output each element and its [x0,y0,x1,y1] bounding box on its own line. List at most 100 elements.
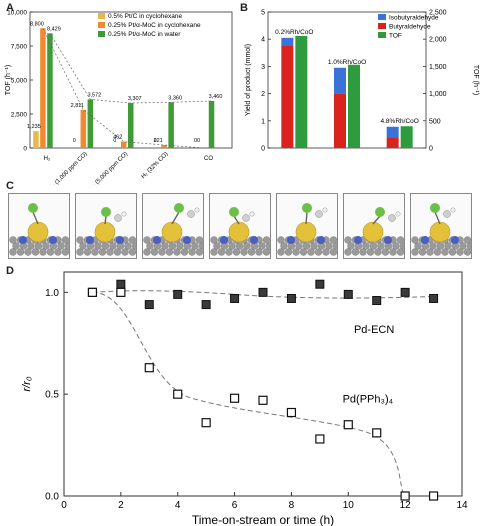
chart-b-yield-bars: 0 1 2 3 4 5 0 500 1,000 1,500 2,000 2,500 Yield of p… [245,10,479,153]
bar [33,131,39,148]
surface-atom [307,248,315,256]
surface-atom [46,248,55,256]
panel-label-a: A [6,2,14,14]
surface-atom [389,248,397,256]
x-tick-label: 8 [289,500,295,511]
surface-atom [310,242,318,250]
surface-atom [466,242,471,250]
surface-atom [161,242,169,250]
y-tick-label: 7,500 [11,44,28,51]
ligand-atom [174,203,184,213]
surface-atom [113,248,122,256]
data-label: 462 [113,135,122,141]
plot-frame [267,11,427,149]
point-pd-ecn [173,289,183,299]
bar [40,28,46,148]
surface-atom [392,242,400,250]
legend-label: Butyraldehyde [389,24,431,31]
nitrogen-atom [421,236,429,244]
chart-d-stability-scatter: 0 2 4 6 8 10 12 14 0.0 0.5 1.0 Time-on-stream or ti… [21,271,468,526]
legend-label: TOF [389,33,402,40]
surface-atom [131,242,136,250]
surface-atom [9,236,17,244]
surface-atom [459,242,467,250]
bar-butyraldehyde [386,137,399,148]
hydrogen-atom [322,207,328,213]
surface-atom [399,242,404,250]
structure-frame [209,193,271,259]
point-pd-ecn [400,287,410,297]
surface-atom [91,248,99,256]
point-pd-ecn [144,300,154,310]
surface-atom [325,242,333,250]
point-pd-pph3 [87,287,98,297]
structure-frame [8,193,70,259]
legend-swatch [98,22,105,28]
data-label: 0 [194,138,197,144]
surface-atom [429,242,437,250]
surface-atom [374,248,382,256]
category-label: 0.2%Rh/CoO [275,29,313,36]
y-tick-label: 2 [261,91,265,98]
structure-image [76,207,136,256]
carbon-atom [315,210,323,218]
surface-atom [426,248,434,256]
structure-image [143,203,203,256]
surface-atom [463,236,471,244]
x-tick-label: 6 [232,500,238,511]
surface-atom [377,242,385,250]
bar-butyraldehyde [281,46,294,148]
plot-frame [63,271,463,497]
data-label: 0 [113,138,116,144]
trend-line [49,33,212,104]
surface-atom [109,242,117,250]
point-pd-ecn [429,293,439,303]
point-pd-ecn [116,279,126,289]
bond [171,211,180,225]
y-tick-label: 3 [261,64,265,71]
structure-frame [276,193,338,259]
point-pd-ecn [286,293,296,303]
point-pd-ecn [372,296,382,306]
bar-isobutyraldehyde [386,126,399,138]
structure-frame [343,193,405,259]
legend-label: 0.5% Pt/C in cyclohexane [108,13,182,20]
surface-atom [12,242,20,250]
bar [47,33,53,148]
surface-atom [329,248,337,256]
data-label: 221 [154,138,163,144]
legend-swatch [378,32,386,38]
surface-atom [448,248,457,256]
surface-atom [61,248,69,256]
surface-atom [143,236,151,244]
x-tick-label: CO [204,156,213,162]
ligand-atom [229,207,239,217]
surface-atom [173,248,181,256]
panel-label-c: C [6,180,14,192]
x-tick-label: 4 [175,500,181,511]
point-pd-ecn [258,287,268,297]
surface-atom [9,248,17,256]
point-pd-pph3 [315,434,325,444]
surface-atom [191,242,199,250]
bar-butyraldehyde [334,93,346,148]
point-pd-ecn [230,293,240,303]
x-tick-label: 14 [456,500,468,511]
nitrogen-atom [384,236,392,244]
hydrogen-atom [395,211,401,217]
bond [104,215,107,225]
surface-atom [180,248,189,256]
y-right-tick-label: 500 [429,118,441,125]
x-tick-label: 10 [343,500,355,511]
surface-atom [347,242,355,250]
bar-tof [400,126,413,148]
y-right-tick-label: 2,000 [429,37,447,44]
y-tick-label: 5 [261,10,265,17]
surface-atom [258,242,266,250]
point-pd-pph3 [343,420,353,430]
x-tick-label: H₂ (32% CO) [141,151,170,180]
surface-atom [79,242,87,250]
x-axis-label: Time-on-stream or time (h) [192,513,334,526]
point-pd-pph3 [229,393,240,403]
surface-atom [265,242,270,250]
